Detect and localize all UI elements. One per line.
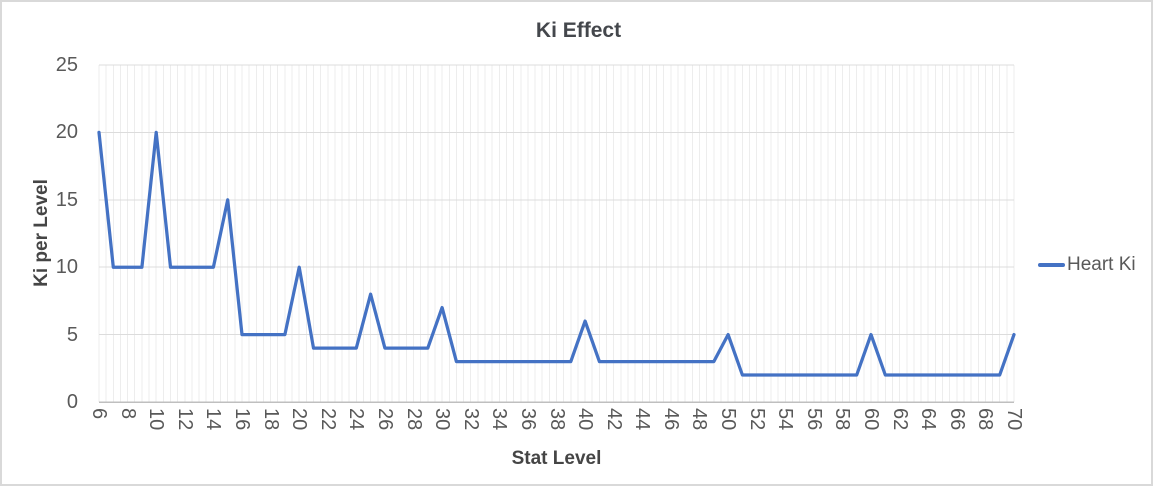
x-tick-label: 70 [1003, 408, 1025, 431]
x-tick-label: 22 [316, 408, 339, 431]
chart-title: Ki Effect [535, 19, 622, 42]
x-tick-label: 56 [802, 408, 825, 431]
x-tick-label: 16 [230, 408, 253, 431]
gridlines-vertical [98, 65, 1015, 402]
legend: Heart Ki [1038, 254, 1136, 276]
legend-label: Heart Ki [1067, 254, 1136, 275]
y-tick-label: 15 [55, 188, 78, 211]
x-tick-label: 14 [202, 408, 225, 431]
x-tick-label: 26 [373, 408, 396, 431]
x-tick-label: 44 [631, 408, 654, 431]
y-tick-label: 5 [66, 323, 78, 346]
x-tick-label: 24 [345, 408, 368, 431]
series-line-heart-ki [97, 130, 1016, 377]
x-tick-label: 12 [173, 408, 196, 431]
legend-line-swatch [1038, 263, 1065, 267]
y-tick-label: 25 [55, 54, 78, 76]
y-tick-label: 20 [55, 121, 78, 144]
x-tick-label: 46 [659, 408, 682, 431]
x-tick-label: 30 [431, 408, 454, 431]
x-tick-label: 54 [774, 408, 797, 431]
x-tick-label: 66 [945, 408, 968, 431]
y-axis-title: Ki per Level [31, 179, 52, 287]
x-tick-label: 32 [459, 408, 482, 431]
x-tick-label: 34 [488, 408, 511, 431]
x-tick-label: 52 [745, 408, 768, 431]
x-tick-label: 58 [831, 408, 854, 431]
x-tick-label: 48 [688, 408, 711, 431]
x-tick-label: 28 [402, 408, 425, 431]
x-tick-label: 62 [888, 408, 911, 431]
x-tick-label: 50 [717, 408, 740, 431]
x-tick-label: 8 [116, 408, 139, 420]
x-tick-label: 68 [974, 408, 997, 431]
x-axis-title: Stat Level [511, 448, 602, 469]
y-tick-label: 0 [66, 391, 78, 413]
x-tick-label: 64 [917, 408, 940, 431]
x-tick-label: 18 [259, 408, 282, 431]
x-tick-label: 38 [545, 408, 568, 431]
x-tick-label: 40 [574, 408, 597, 431]
x-tick-label: 36 [516, 408, 539, 431]
x-tick-label: 60 [860, 408, 883, 431]
x-tick-label: 42 [602, 408, 625, 431]
y-tick-label: 10 [55, 256, 78, 279]
x-tick-label: 10 [145, 408, 168, 431]
x-tick-label: 20 [288, 408, 311, 431]
x-tick-label: 6 [88, 408, 110, 420]
